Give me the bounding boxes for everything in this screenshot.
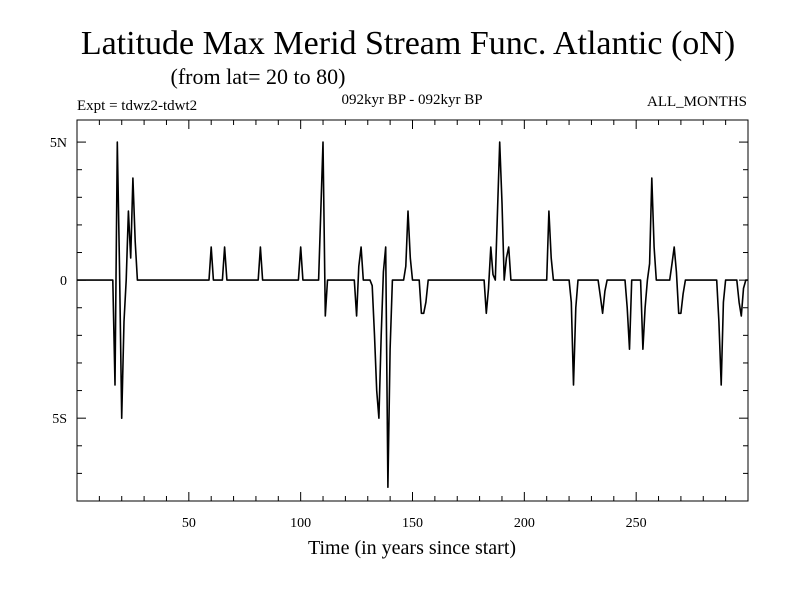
x-tick-label: 250 xyxy=(626,516,647,531)
y-tick-label: 0 xyxy=(60,274,67,289)
period-label: 092kyr BP - 092kyr BP xyxy=(341,92,482,108)
axis-ticks xyxy=(77,120,748,502)
chart-subtitle: (from lat= 20 to 80) xyxy=(171,64,346,89)
axis-tick-labels: 50 100 150 200 250 5N 0 5S xyxy=(50,136,647,531)
plot-frame xyxy=(76,119,749,502)
chart-title: Latitude Max Merid Stream Func. Atlantic… xyxy=(81,25,735,62)
series-line xyxy=(77,141,748,488)
x-tick-label: 100 xyxy=(290,516,311,531)
y-tick-label: 5N xyxy=(50,136,67,151)
season-label: ALL_MONTHS xyxy=(647,94,747,110)
x-tick-label: 50 xyxy=(182,516,196,531)
y-tick-label: 5S xyxy=(52,412,67,427)
x-axis-title: Time (in years since start) xyxy=(308,537,516,559)
experiment-label: Expt = tdwz2-tdwt2 xyxy=(77,98,197,114)
x-tick-label: 200 xyxy=(514,516,535,531)
x-tick-label: 150 xyxy=(402,516,423,531)
